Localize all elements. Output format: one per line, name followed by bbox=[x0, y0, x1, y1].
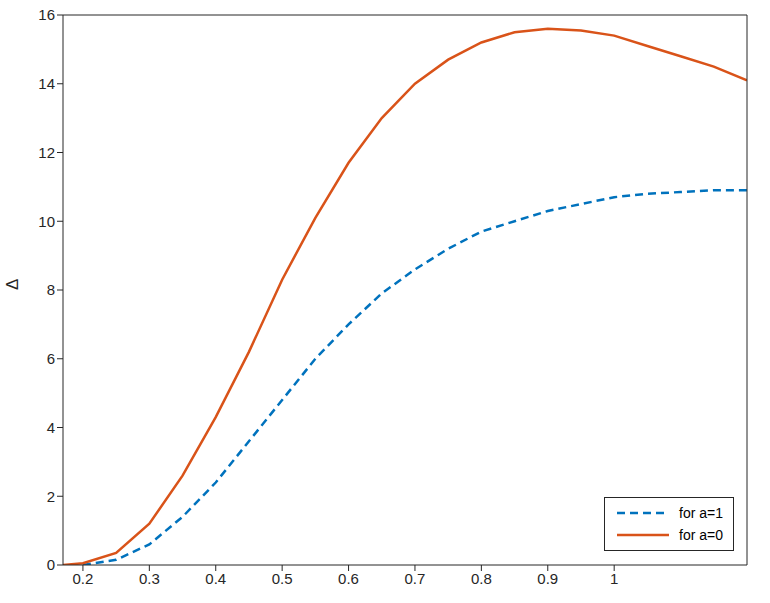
svg-text:6: 6 bbox=[47, 350, 55, 367]
svg-text:14: 14 bbox=[38, 75, 55, 92]
svg-text:12: 12 bbox=[38, 144, 55, 161]
svg-text:0.8: 0.8 bbox=[471, 570, 492, 587]
svg-text:10: 10 bbox=[38, 213, 55, 230]
svg-text:4: 4 bbox=[47, 419, 55, 436]
svg-text:1: 1 bbox=[610, 570, 618, 587]
svg-text:2: 2 bbox=[47, 488, 55, 505]
svg-text:Δ: Δ bbox=[3, 279, 22, 290]
html-text:for a=0: for a=0 bbox=[679, 527, 723, 543]
html-text:for a=1: for a=1 bbox=[679, 505, 723, 521]
svg-text:0.3: 0.3 bbox=[139, 570, 160, 587]
svg-text:0.9: 0.9 bbox=[537, 570, 558, 587]
svg-text:0.6: 0.6 bbox=[338, 570, 359, 587]
svg-text:8: 8 bbox=[47, 281, 55, 298]
svg-text:16: 16 bbox=[38, 6, 55, 23]
svg-text:0.2: 0.2 bbox=[72, 570, 93, 587]
svg-text:0.7: 0.7 bbox=[405, 570, 426, 587]
svg-text:0.5: 0.5 bbox=[272, 570, 293, 587]
svg-text:0: 0 bbox=[47, 556, 55, 573]
svg-text:0.4: 0.4 bbox=[205, 570, 226, 587]
